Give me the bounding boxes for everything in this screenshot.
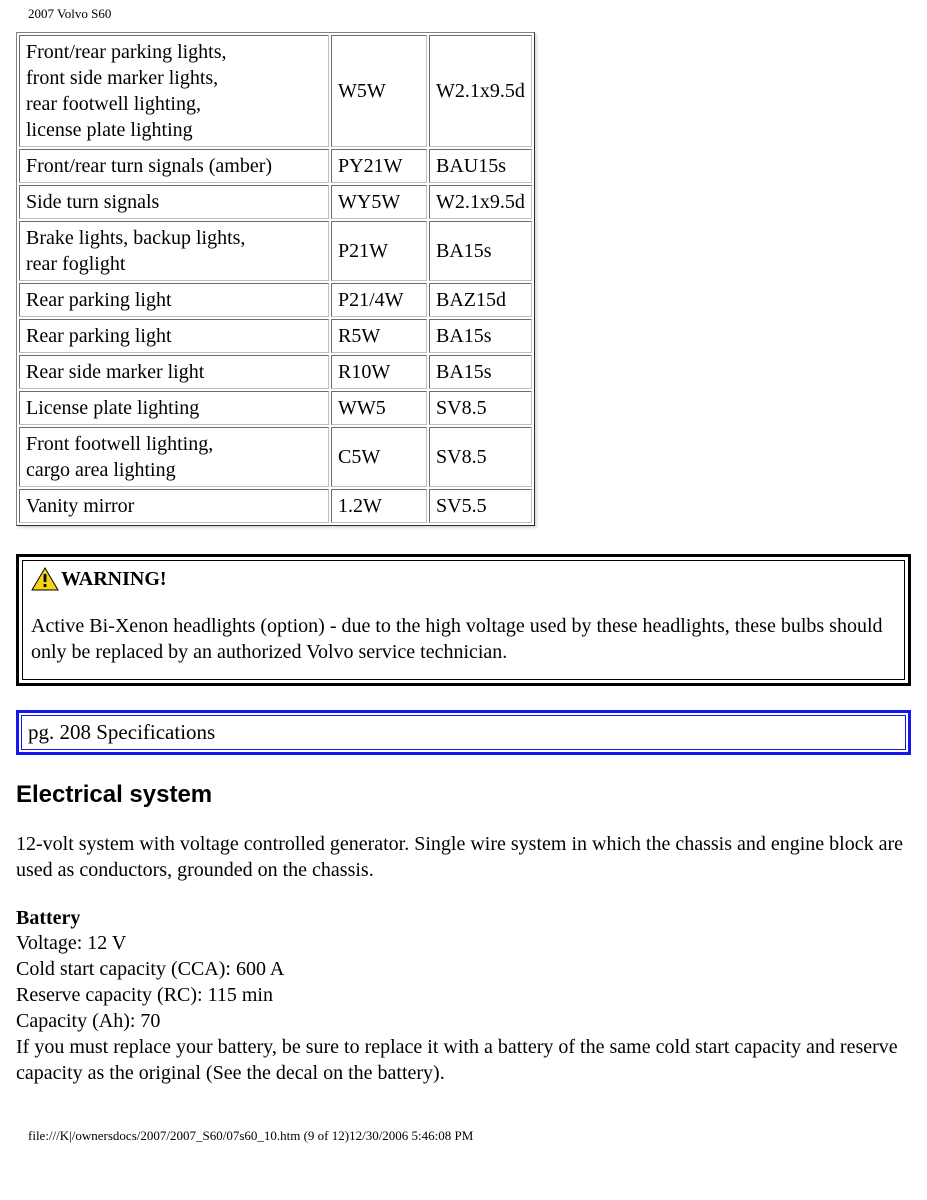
table-cell: BA15s <box>429 355 532 389</box>
battery-spec-line: Cold start capacity (CCA): 600 A <box>16 956 911 982</box>
table-cell: WW5 <box>331 391 427 425</box>
table-cell: R10W <box>331 355 427 389</box>
table-cell: Front footwell lighting,cargo area light… <box>19 427 329 487</box>
table-cell: SV8.5 <box>429 427 532 487</box>
electrical-intro: 12-volt system with voltage controlled g… <box>16 831 911 883</box>
table-row: Rear parking lightP21/4WBAZ15d <box>19 283 532 317</box>
bulb-table-body: Front/rear parking lights,front side mar… <box>19 35 532 523</box>
table-row: Vanity mirror1.2WSV5.5 <box>19 489 532 523</box>
table-cell: BA15s <box>429 319 532 353</box>
table-row: Rear parking lightR5WBA15s <box>19 319 532 353</box>
battery-heading: Battery <box>16 907 911 930</box>
battery-spec-line: Voltage: 12 V <box>16 930 911 956</box>
table-cell: PY21W <box>331 149 427 183</box>
table-cell: W2.1x9.5d <box>429 185 532 219</box>
warning-text: Active Bi-Xenon headlights (option) - du… <box>31 613 896 665</box>
page-header: 2007 Volvo S60 <box>0 0 927 32</box>
battery-specs: Voltage: 12 VCold start capacity (CCA): … <box>16 930 911 1086</box>
table-cell: SV5.5 <box>429 489 532 523</box>
page-number-bar: pg. 208 Specifications <box>16 710 911 755</box>
table-cell: Side turn signals <box>19 185 329 219</box>
table-cell: WY5W <box>331 185 427 219</box>
table-row: Rear side marker lightR10WBA15s <box>19 355 532 389</box>
table-row: Side turn signalsWY5WW2.1x9.5d <box>19 185 532 219</box>
table-cell: License plate lighting <box>19 391 329 425</box>
table-cell: W2.1x9.5d <box>429 35 532 147</box>
section-heading-electrical: Electrical system <box>16 781 911 809</box>
battery-spec-line: Reserve capacity (RC): 115 min <box>16 982 911 1008</box>
table-cell: P21W <box>331 221 427 281</box>
warning-triangle-icon <box>31 567 59 591</box>
bulb-spec-table: Front/rear parking lights,front side mar… <box>16 32 535 526</box>
table-cell: Front/rear turn signals (amber) <box>19 149 329 183</box>
battery-spec-line: If you must replace your battery, be sur… <box>16 1034 911 1086</box>
warning-box: WARNING! Active Bi-Xenon headlights (opt… <box>16 554 911 686</box>
table-cell: Rear side marker light <box>19 355 329 389</box>
warning-box-inner: WARNING! Active Bi-Xenon headlights (opt… <box>22 560 905 680</box>
table-cell: Brake lights, backup lights,rear fogligh… <box>19 221 329 281</box>
table-cell: BAU15s <box>429 149 532 183</box>
table-cell: BAZ15d <box>429 283 532 317</box>
table-cell: C5W <box>331 427 427 487</box>
table-cell: BA15s <box>429 221 532 281</box>
table-row: Front/rear turn signals (amber)PY21WBAU1… <box>19 149 532 183</box>
table-cell: 1.2W <box>331 489 427 523</box>
table-row: Brake lights, backup lights,rear fogligh… <box>19 221 532 281</box>
page-footer: file:///K|/ownersdocs/2007/2007_S60/07s6… <box>0 1086 927 1144</box>
page-number-text: pg. 208 Specifications <box>21 715 906 750</box>
table-cell: Vanity mirror <box>19 489 329 523</box>
table-cell: Rear parking light <box>19 319 329 353</box>
table-row: License plate lightingWW5SV8.5 <box>19 391 532 425</box>
table-row: Front footwell lighting,cargo area light… <box>19 427 532 487</box>
battery-spec-line: Capacity (Ah): 70 <box>16 1008 911 1034</box>
table-cell: SV8.5 <box>429 391 532 425</box>
warning-title: WARNING! <box>61 568 167 590</box>
table-cell: W5W <box>331 35 427 147</box>
table-row: Front/rear parking lights,front side mar… <box>19 35 532 147</box>
table-cell: P21/4W <box>331 283 427 317</box>
table-cell: R5W <box>331 319 427 353</box>
table-cell: Rear parking light <box>19 283 329 317</box>
table-cell: Front/rear parking lights,front side mar… <box>19 35 329 147</box>
